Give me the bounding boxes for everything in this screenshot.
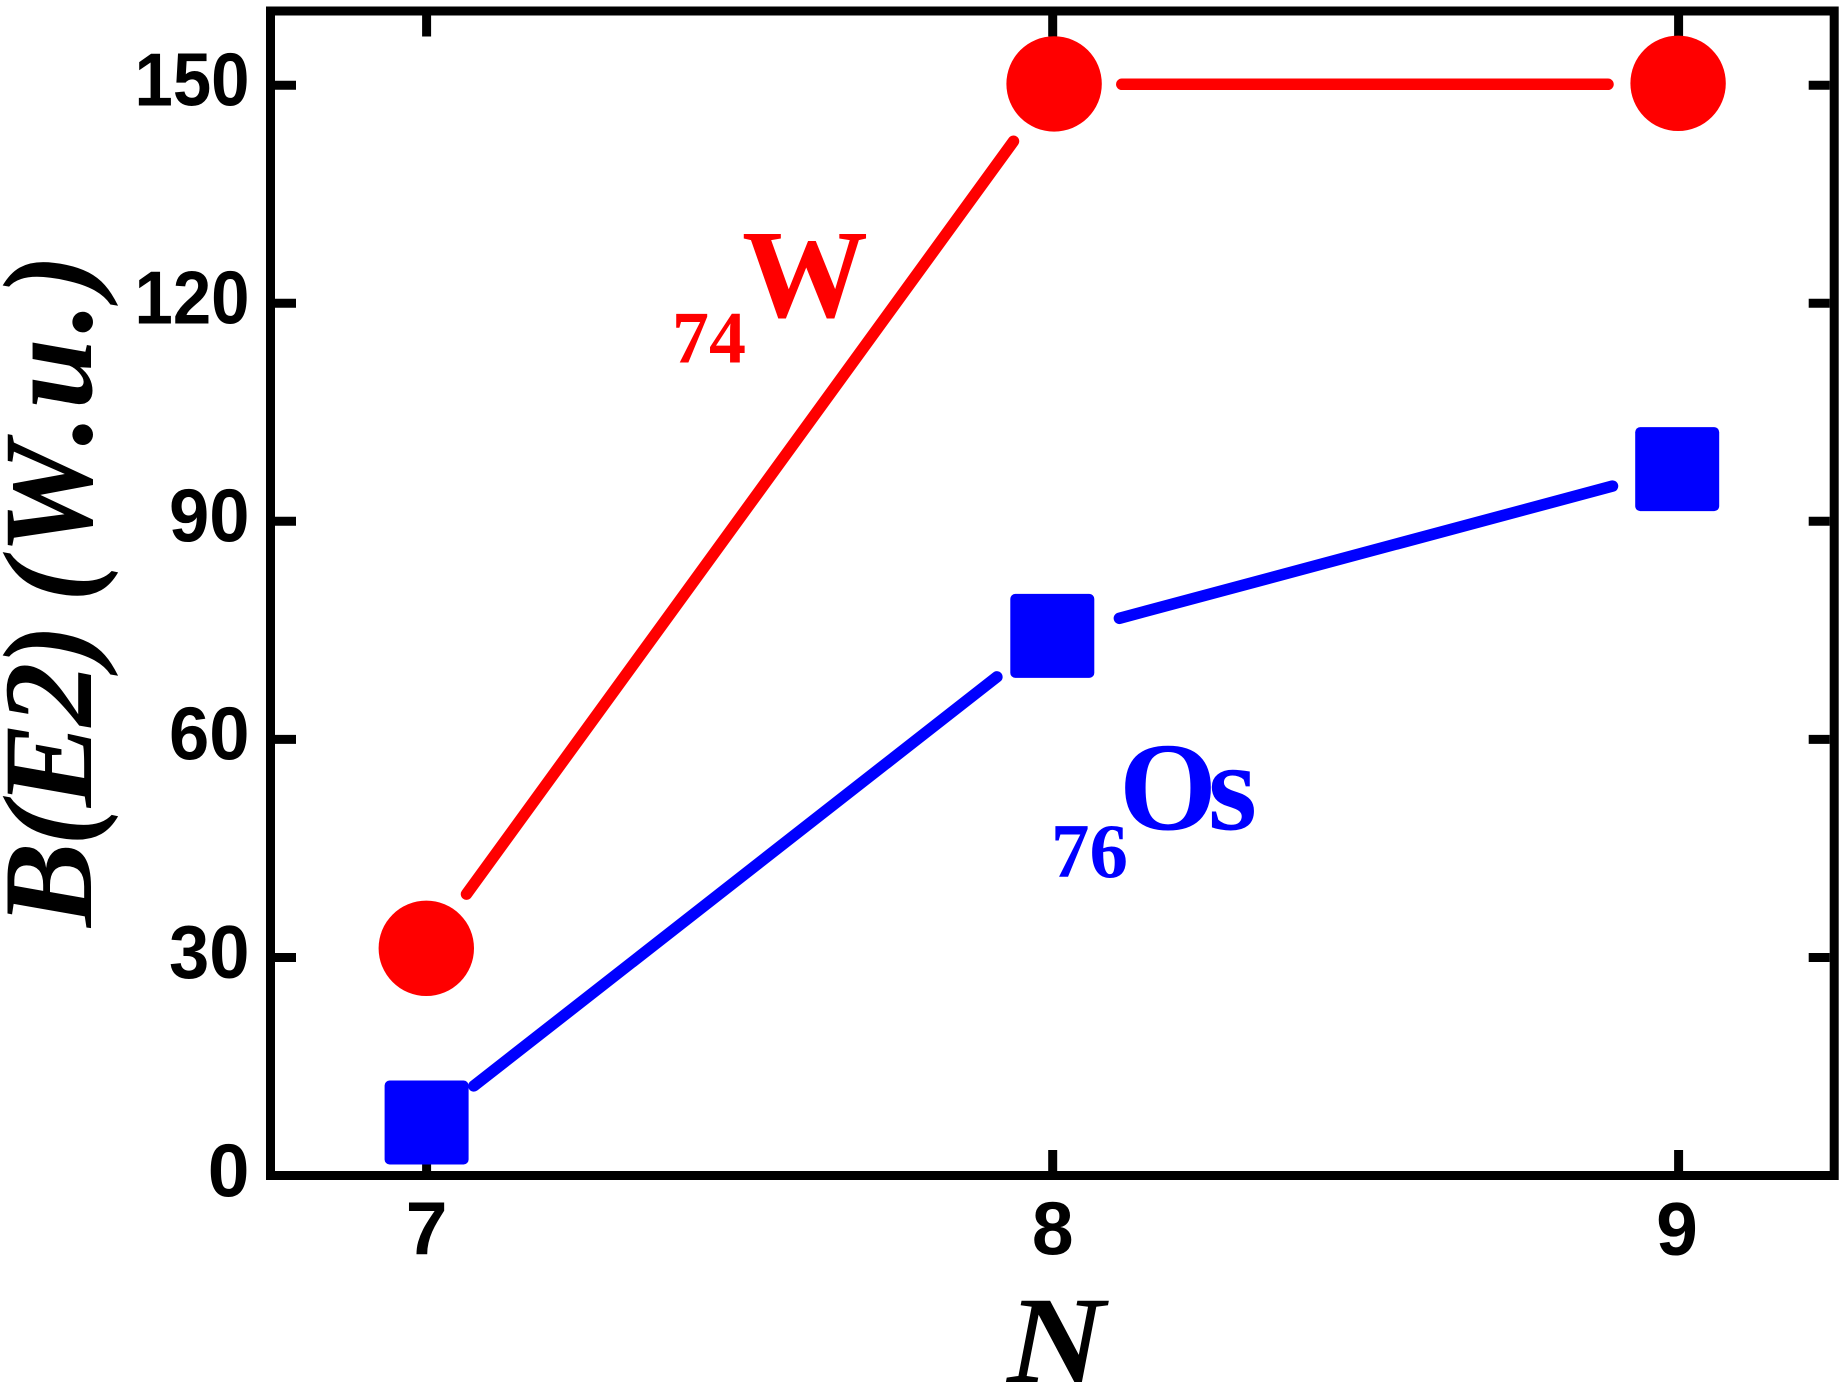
svg-text:0: 0 bbox=[208, 1128, 250, 1212]
svg-text:N: N bbox=[1005, 1272, 1109, 1387]
svg-text:76: 76 bbox=[1051, 808, 1128, 894]
svg-text:Os: Os bbox=[1119, 719, 1254, 858]
svg-text:W: W bbox=[742, 206, 868, 345]
svg-text:7: 7 bbox=[406, 1186, 448, 1270]
svg-text:30: 30 bbox=[169, 910, 250, 994]
svg-text:150: 150 bbox=[135, 37, 250, 121]
svg-text:74: 74 bbox=[672, 298, 746, 380]
svg-text:9: 9 bbox=[1656, 1187, 1698, 1271]
svg-text:B(E2): B(E2) bbox=[0, 624, 119, 929]
svg-text:90: 90 bbox=[169, 474, 250, 558]
svg-text:60: 60 bbox=[169, 692, 250, 776]
svg-text:120: 120 bbox=[135, 256, 250, 340]
svg-text:(W.u.): (W.u.) bbox=[0, 254, 119, 602]
svg-text:8: 8 bbox=[1032, 1186, 1074, 1270]
